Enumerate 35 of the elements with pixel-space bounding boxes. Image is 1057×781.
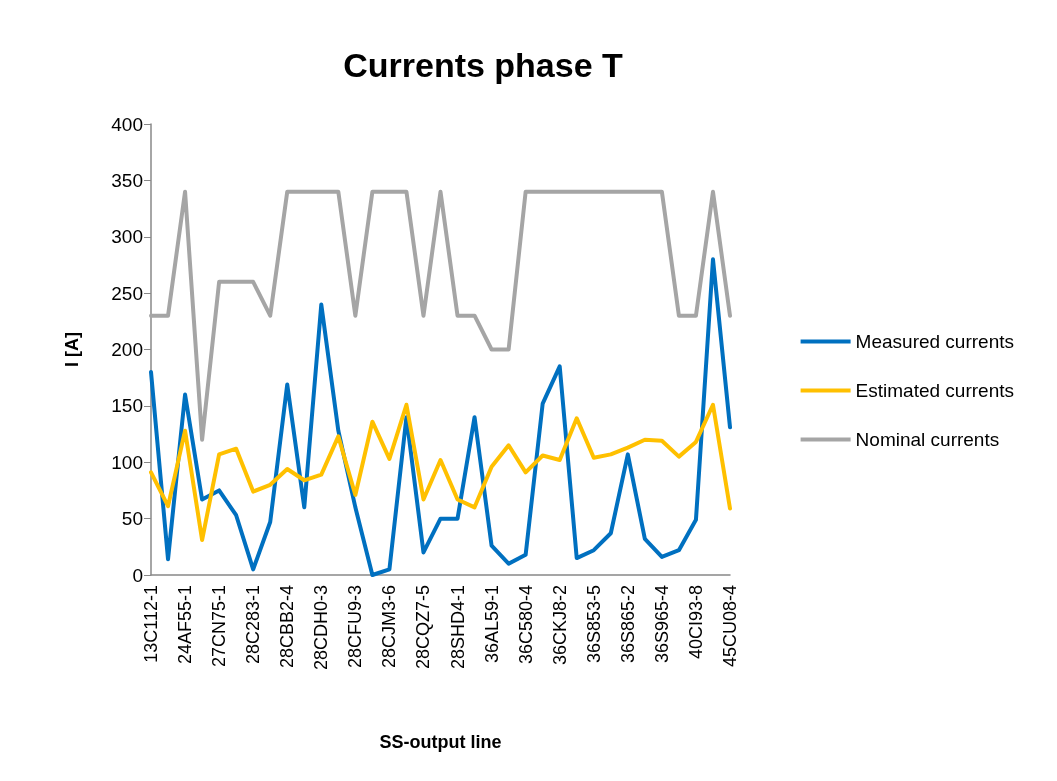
y-axis-title: I [A]	[62, 332, 82, 367]
legend-label: Measured currents	[855, 331, 1014, 352]
x-tick-label: 27CN75-1	[209, 585, 230, 668]
y-tick-label: 300	[111, 226, 143, 248]
legend-label: Estimated currents	[855, 380, 1014, 401]
x-axis-title: SS-output line	[379, 732, 502, 752]
y-tick-label: 400	[111, 113, 143, 135]
y-tick-label: 350	[111, 169, 143, 191]
x-tick-label: 36S865-2	[617, 585, 638, 664]
x-tick-label: 28CFU9-3	[345, 585, 366, 669]
line-series	[149, 402, 732, 543]
x-tick-label: 28SHD4-1	[447, 585, 468, 670]
line-series	[149, 189, 732, 442]
y-tick-label: 150	[111, 395, 143, 417]
x-tick-label: 45CU08-4	[720, 585, 740, 668]
x-tick-label: 36C580-4	[515, 585, 536, 665]
y-tick-label: 250	[111, 282, 143, 304]
chart-title: Currents phase T	[343, 46, 624, 84]
x-tick-label: 36AL59-1	[481, 585, 502, 664]
y-tick-label: 100	[111, 451, 143, 473]
y-tick-label: 50	[121, 508, 143, 530]
legend-label: Nominal currents	[855, 429, 1000, 450]
x-tick-label: 36S853-5	[583, 585, 604, 664]
y-tick-label: 0	[132, 564, 143, 586]
x-tick-label: 28CQZ7-5	[413, 585, 434, 670]
x-tick-label: 28CBB2-4	[277, 585, 298, 669]
x-tick-label: 36S965-4	[651, 585, 672, 664]
x-tick-label: 36CKJ8-2	[549, 585, 570, 666]
x-tick-label: 28C283-1	[243, 585, 264, 665]
x-tick-label: 13C112-1	[141, 585, 161, 663]
x-tick-label: 24AF55-1	[175, 585, 196, 665]
x-tick-label: 28CDH0-3	[311, 585, 332, 671]
x-tick-label: 40CI93-8	[685, 585, 706, 660]
x-tick-label: 28CJM3-6	[379, 585, 400, 669]
y-tick-label: 200	[111, 339, 143, 360]
